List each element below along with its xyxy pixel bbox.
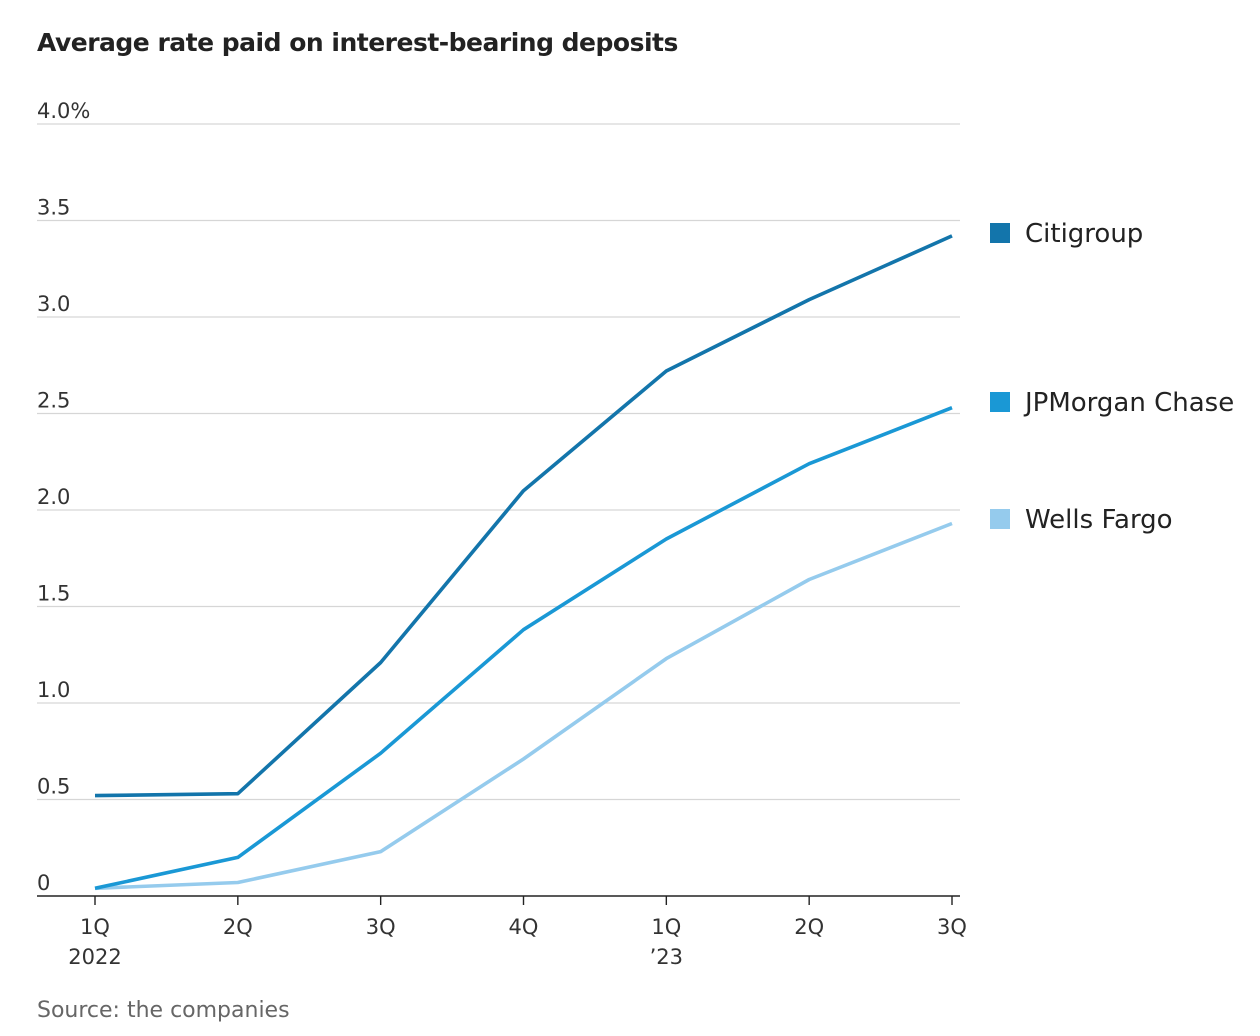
legend-label-wells-fargo: Wells Fargo (1025, 505, 1173, 535)
chart-title: Average rate paid on interest-bearing de… (37, 28, 678, 57)
series-line-wells-fargo (94, 521, 953, 891)
y-tick-label: 0.5 (37, 775, 70, 799)
x-tick-label: 3Q (937, 915, 967, 939)
series-line-citigroup (94, 234, 953, 798)
x-tick-label: 1Q (80, 915, 110, 939)
legend-label-citigroup: Citigroup (1025, 219, 1143, 249)
legend-swatch-wells-fargo (990, 509, 1010, 529)
y-tick-label: 3.5 (37, 196, 70, 220)
x-tick-label: 4Q (509, 915, 539, 939)
x-tick-label: 2Q (794, 915, 824, 939)
y-tick-label: 2.0 (37, 485, 70, 509)
series-lines (94, 234, 953, 891)
legend: Citigroup JPMorgan Chase Wells Fargo (990, 219, 1234, 535)
x-axis: 1Q 2022 2Q 3Q 4Q 1Q ’23 2Q 3Q (37, 895, 967, 969)
chart-source: Source: the companies (37, 998, 290, 1023)
legend-swatch-jpmorgan-chase (990, 392, 1010, 412)
y-tick-label: 0 (37, 871, 50, 895)
series-line-jpmorgan-chase (94, 406, 953, 891)
legend-label-jpmorgan-chase: JPMorgan Chase (1023, 388, 1234, 418)
x-tick-label-year: 2022 (68, 945, 121, 969)
y-tick-label: 1.5 (37, 582, 70, 606)
y-tick-label: 4.0% (37, 99, 90, 123)
x-tick-label: 2Q (223, 915, 253, 939)
y-tick-label: 1.0 (37, 678, 70, 702)
y-axis-tick-labels: 0 0.5 1.0 1.5 2.0 2.5 3.0 3.5 4.0% (37, 99, 90, 895)
x-tick-label-year: ’23 (650, 945, 683, 969)
x-tick-label: 1Q (651, 915, 681, 939)
y-tick-label: 3.0 (37, 292, 70, 316)
y-tick-label: 2.5 (37, 389, 70, 413)
legend-swatch-citigroup (990, 223, 1010, 243)
grid-layer (37, 123, 960, 801)
x-tick-label: 3Q (366, 915, 396, 939)
